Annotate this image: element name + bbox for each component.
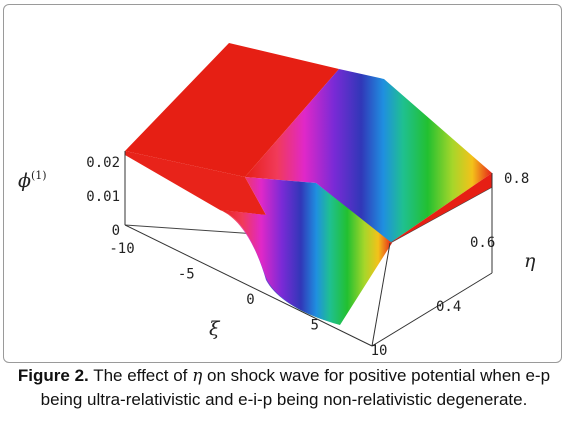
x-axis-label: ξ: [209, 318, 221, 340]
x-tick-label: 5: [311, 318, 319, 334]
box-front-edges: [124, 151, 493, 347]
y-tick-label: 0.6: [470, 235, 495, 251]
y-tick-label: 0.8: [504, 171, 529, 187]
x-tick-label: 0: [246, 292, 254, 308]
z-axis-ticks: 0 0.01 0.02: [86, 155, 120, 239]
y-tick-label: 0.4: [436, 299, 461, 315]
x-tick-label: 10: [371, 343, 388, 359]
x-tick-label: -10: [109, 241, 134, 257]
figure-frame: 0 0.01 0.02 -10 -5 0 5 10 0.4 0.6 0.8 ϕ(1) ξ η: [3, 4, 562, 363]
z-tick-label: 0.01: [86, 189, 120, 205]
z-tick-label: 0: [112, 223, 120, 239]
caption-label: Figure 2.: [17, 366, 89, 385]
y-axis-ticks: 0.4 0.6 0.8: [436, 171, 529, 315]
figure-caption: Figure 2. The effect of η on shock wave …: [4, 364, 564, 411]
caption-text-before: The effect of: [88, 366, 193, 385]
caption-symbol: η: [192, 366, 203, 386]
surface-plateau-low: [390, 173, 492, 243]
surface-plot: 0 0.01 0.02 -10 -5 0 5 10 0.4 0.6 0.8 ϕ(1) ξ η: [18, 43, 536, 359]
caption-text-after: on shock wave for positive potential whe…: [40, 366, 551, 409]
x-tick-label: -5: [178, 267, 195, 283]
surface-ramp: [245, 69, 492, 243]
x-axis-ticks: -10 -5 0 5 10: [109, 241, 387, 359]
surface-front-curve: [220, 177, 392, 325]
y-axis-label: η: [524, 250, 536, 272]
surface-plateau-high: [125, 43, 339, 177]
z-axis-label: ϕ(1): [18, 169, 47, 192]
surface-front-face: [125, 151, 266, 215]
z-tick-label: 0.02: [86, 155, 120, 171]
